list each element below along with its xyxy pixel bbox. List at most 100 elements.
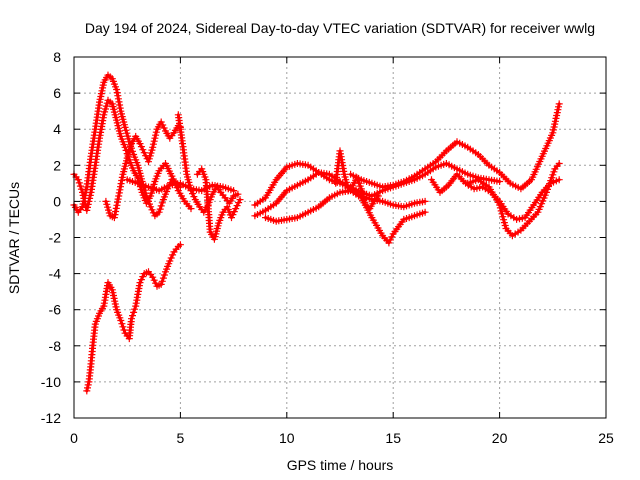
data-point bbox=[117, 317, 125, 324]
data-point bbox=[139, 273, 147, 281]
data-point bbox=[140, 149, 148, 157]
y-tick-label: -8 bbox=[49, 338, 62, 354]
data-point bbox=[116, 104, 124, 112]
data-point bbox=[187, 205, 195, 213]
data-point bbox=[139, 146, 147, 154]
x-tick-label: 15 bbox=[385, 430, 401, 446]
data-point bbox=[128, 315, 135, 323]
data-point bbox=[190, 193, 198, 201]
data-point bbox=[136, 279, 144, 287]
data-point bbox=[160, 124, 168, 132]
data-point bbox=[496, 178, 504, 185]
y-tick-label: -12 bbox=[41, 410, 61, 426]
data-point bbox=[149, 143, 157, 151]
series-arc-1 bbox=[83, 241, 184, 395]
data-point bbox=[158, 199, 166, 207]
data-point bbox=[388, 233, 396, 241]
chart-title: Day 194 of 2024, Sidereal Day-to-day VTE… bbox=[85, 20, 595, 36]
data-point bbox=[84, 203, 91, 211]
y-tick-label: -6 bbox=[49, 302, 62, 318]
data-point bbox=[496, 204, 504, 212]
data-point bbox=[148, 206, 156, 214]
x-axis-label: GPS time / hours bbox=[287, 457, 394, 473]
data-point bbox=[113, 89, 121, 97]
data-point bbox=[157, 280, 165, 288]
data-point bbox=[85, 197, 93, 205]
data-point bbox=[546, 180, 554, 188]
data-point bbox=[86, 194, 94, 202]
data-point bbox=[152, 128, 160, 136]
y-tick-label: 6 bbox=[53, 85, 61, 101]
data-point bbox=[86, 191, 94, 199]
series-arc-4 bbox=[102, 118, 184, 222]
data-point bbox=[159, 274, 167, 282]
data-point bbox=[421, 197, 429, 205]
data-point bbox=[189, 190, 196, 198]
x-tick-label: 10 bbox=[279, 430, 295, 446]
data-point bbox=[230, 187, 238, 195]
data-point bbox=[233, 202, 241, 210]
data-point bbox=[229, 211, 237, 219]
y-axis-label: SDTVAR / TECUs bbox=[6, 182, 22, 294]
y-tick-label: -2 bbox=[49, 230, 62, 246]
data-point bbox=[421, 208, 429, 216]
data-point bbox=[158, 277, 166, 285]
data-point bbox=[136, 140, 144, 148]
data-point bbox=[228, 214, 235, 222]
data-point bbox=[499, 213, 507, 221]
data-point bbox=[120, 326, 128, 334]
data-point bbox=[155, 208, 163, 216]
data-point bbox=[84, 384, 91, 392]
data-point bbox=[84, 200, 92, 208]
series-arc-2 bbox=[70, 71, 184, 220]
tick-layer: 0 5 10 15 20 25 -12 -10 -8 -6 -4 -2 0 2 4 6 8 bbox=[41, 49, 614, 446]
data-point bbox=[121, 143, 129, 151]
data-point bbox=[176, 241, 184, 249]
data-point bbox=[149, 140, 157, 148]
data-point bbox=[79, 188, 86, 196]
data-point bbox=[118, 177, 126, 184]
data-point bbox=[555, 160, 563, 167]
data-point bbox=[555, 100, 563, 108]
y-tick-label: -10 bbox=[41, 374, 61, 390]
data-point bbox=[232, 205, 240, 213]
data-point bbox=[549, 171, 557, 179]
data-point bbox=[167, 254, 175, 262]
series-arc-13 bbox=[428, 170, 563, 223]
data-point bbox=[160, 271, 168, 279]
series-arc-12 bbox=[347, 100, 563, 193]
data-point bbox=[75, 179, 83, 187]
data-point bbox=[118, 320, 126, 328]
data-point bbox=[166, 257, 174, 265]
y-tick-label: 2 bbox=[53, 157, 61, 173]
data-point bbox=[131, 305, 139, 313]
data-point bbox=[137, 276, 145, 284]
y-tick-label: -4 bbox=[49, 266, 62, 282]
data-point bbox=[157, 118, 165, 126]
data-point bbox=[169, 251, 177, 259]
data-point bbox=[150, 137, 158, 145]
data-point bbox=[151, 134, 159, 142]
data-point bbox=[386, 236, 394, 244]
y-tick-label: 0 bbox=[53, 193, 61, 209]
data-point bbox=[149, 273, 157, 281]
data-point bbox=[555, 176, 563, 184]
data-point bbox=[129, 312, 136, 320]
data-point bbox=[112, 208, 120, 215]
data-point bbox=[236, 196, 244, 204]
data-point bbox=[152, 131, 160, 139]
data-point bbox=[130, 308, 138, 316]
data-point bbox=[501, 222, 509, 229]
data-point bbox=[234, 190, 242, 198]
y-tick-label: 8 bbox=[53, 49, 61, 65]
data-point bbox=[147, 203, 155, 211]
x-tick-label: 25 bbox=[598, 430, 614, 446]
data-point bbox=[76, 182, 84, 190]
x-tick-label: 5 bbox=[177, 430, 185, 446]
data-point bbox=[230, 208, 238, 216]
data-point bbox=[83, 387, 91, 395]
data-point bbox=[74, 176, 82, 184]
